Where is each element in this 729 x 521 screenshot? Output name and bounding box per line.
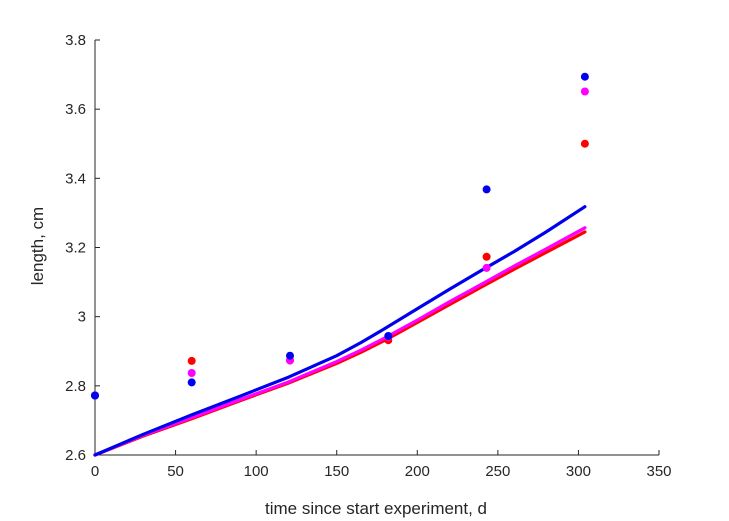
y-tick-label: 3 [78, 309, 86, 326]
series-points [91, 72, 589, 400]
y-tick-label: 3.4 [65, 170, 86, 187]
y-axis-label: length, cm [28, 207, 47, 285]
data-point-series-3 [482, 185, 491, 194]
x-tick-label: 350 [646, 463, 671, 480]
y-tick-label: 3.2 [65, 240, 86, 257]
series-line-3 [93, 205, 587, 457]
data-point-series-3 [91, 391, 99, 400]
y-tick-label: 2.6 [65, 447, 86, 464]
data-point-series-1 [187, 356, 196, 365]
x-tick-label: 0 [91, 463, 99, 480]
x-tick-label: 200 [405, 463, 430, 480]
data-point-series-2 [187, 369, 196, 377]
data-point-series-3 [580, 72, 589, 81]
data-point-series-1 [482, 252, 491, 261]
data-point-series-3 [286, 351, 294, 360]
x-tick-label: 250 [485, 463, 510, 480]
x-tick-label: 100 [244, 463, 269, 480]
x-tick-label: 300 [566, 463, 591, 480]
y-tick-label: 3.8 [65, 32, 86, 49]
y-tick-label: 3.6 [65, 101, 86, 118]
y-tick-label: 2.8 [65, 378, 86, 395]
data-point-series-2 [580, 87, 589, 96]
x-axis-label: time since start experiment, d [265, 499, 487, 518]
data-point-series-1 [580, 139, 589, 148]
axes: 0 50 100 150 200 250 300 350 2.6 2.8 3 3.2 3.4 3.6 3.8 [65, 32, 671, 480]
series-line-1 [93, 230, 587, 457]
data-point-series-2 [482, 263, 491, 272]
series-lines [93, 205, 587, 457]
data-point-series-3 [384, 332, 393, 340]
series-line-2 [93, 226, 587, 457]
x-tick-label: 150 [324, 463, 349, 480]
x-tick-label: 50 [167, 463, 184, 480]
data-point-series-3 [187, 378, 196, 387]
